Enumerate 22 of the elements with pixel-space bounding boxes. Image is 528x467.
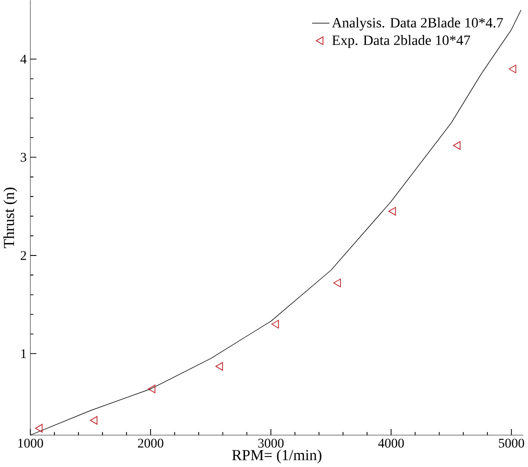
x-tick-label: 1000	[18, 438, 44, 448]
legend-label: Exp. Data 2blade 10*47	[332, 35, 470, 48]
y-tick-label: 2	[20, 251, 26, 260]
y-tick-label: 4	[20, 54, 27, 64]
point	[148, 384, 156, 394]
legend-label: Analysis. Data 2Blade 10*4.7	[332, 18, 503, 31]
x-tick-label: 3000	[258, 438, 284, 448]
x-tick-label: 4000	[378, 438, 404, 448]
point	[35, 424, 43, 433]
point	[388, 207, 396, 216]
y-tick-label: 3	[20, 152, 26, 162]
y-axis-title: Thrust (n)	[3, 188, 18, 248]
point	[90, 416, 98, 425]
point	[215, 362, 223, 371]
point	[508, 64, 516, 74]
x-tick-label: 5000	[498, 438, 524, 448]
x-axis-title: RPM= (1/min)	[232, 450, 322, 464]
y-tick-label: 1	[21, 349, 26, 358]
point	[271, 320, 279, 329]
x-tick-label: 2000	[138, 438, 164, 448]
point	[452, 141, 461, 150]
point	[333, 278, 341, 288]
